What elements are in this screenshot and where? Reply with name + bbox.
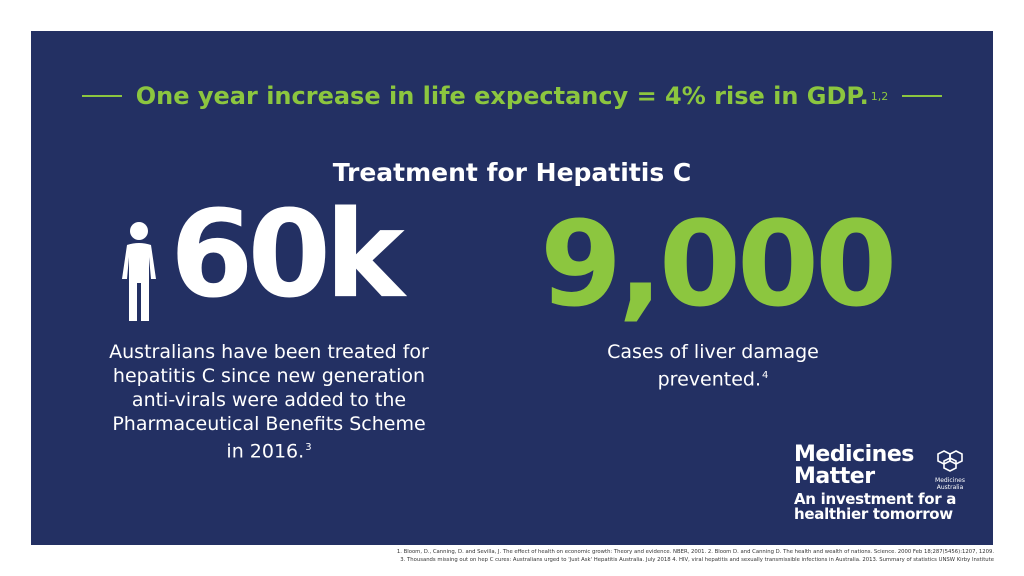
stat-right-ref: 4: [761, 370, 769, 381]
stat-right-description-text: Cases of liver damage prevented.: [607, 341, 819, 391]
headline-rule-left: [81, 95, 122, 97]
stat-right-description: Cases of liver damage prevented.4: [568, 340, 858, 391]
medicines-australia-logo: Medicines Australia: [930, 449, 970, 491]
stat-right-value: 9,000: [540, 195, 897, 333]
stat-left-ref: 3: [305, 442, 312, 453]
headline: One year increase in life expectancy = 4…: [0, 82, 1024, 110]
hexagon-logo-icon: [937, 450, 963, 472]
logo-text-line2: Australia: [936, 484, 964, 491]
infographic-panel: [31, 31, 993, 545]
footnote-line2: 3. Thousands missing out on hep C cures:…: [400, 557, 994, 563]
brand-name-line1: Medicines: [794, 442, 914, 467]
subtitle: Treatment for Hepatitis C: [332, 158, 692, 187]
headline-rule-right: [902, 95, 943, 97]
stat-left-description: Australians have been treated for hepati…: [104, 340, 434, 463]
footnote-line1: 1. Bloom, D., Canning, D. and Sevilla, J…: [396, 549, 994, 555]
brand-tagline-line2: healthier tomorrow: [794, 505, 953, 523]
person-icon: [122, 222, 156, 321]
footnotes: 1. Bloom, D., Canning, D. and Sevilla, J…: [150, 548, 994, 564]
stat-left-description-text: Australians have been treated for hepati…: [109, 341, 429, 463]
brand-tagline-line1: An investment for a: [794, 490, 957, 508]
brand-block: Medicines Matter An investment for a hea…: [794, 444, 984, 522]
brand-name-line2: Matter: [794, 464, 875, 489]
stat-left-value: 60k: [170, 186, 405, 325]
headline-text: One year increase in life expectancy = 4…: [135, 82, 869, 110]
logo-text-line1: Medicines: [935, 477, 965, 484]
headline-refs: 1,2: [870, 89, 889, 103]
